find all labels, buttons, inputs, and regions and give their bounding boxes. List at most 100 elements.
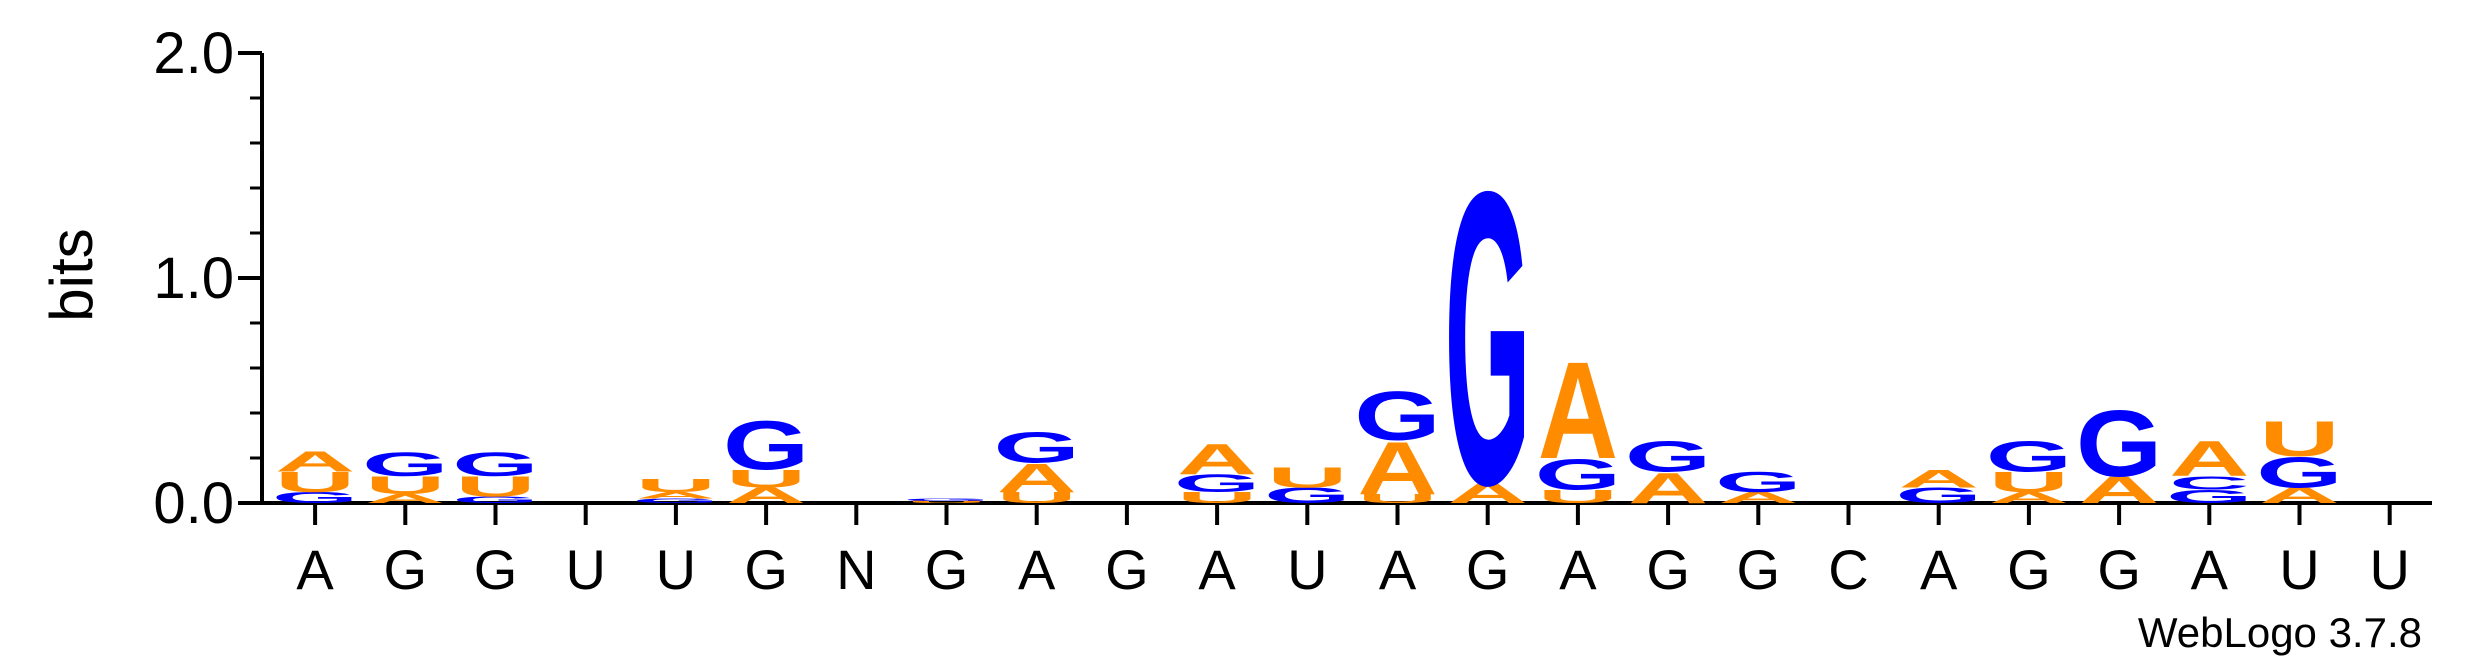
logo-letter-A: A [275, 446, 355, 477]
x-tick-label: A [296, 538, 334, 601]
logo-letter-A: A [1899, 465, 1979, 493]
x-tick-label: A [1920, 538, 1958, 601]
x-tick-label: U [1287, 538, 1327, 601]
x-tick-label: G [384, 538, 428, 601]
logo-letter-glyph: G [452, 445, 538, 483]
logo-letter-G: G [1986, 432, 2072, 481]
logo-letter-G: G [1354, 377, 1440, 455]
logo-letter-G: G [633, 497, 719, 504]
logo-letter-U: U [1989, 467, 2069, 498]
logo-letter-G: G [272, 489, 358, 507]
logo-letter-glyph: G [1715, 467, 1801, 498]
logo-letter-C: C [2169, 472, 2249, 493]
logo-letter-glyph: U [726, 465, 806, 493]
logo-letter-G: G [903, 498, 989, 502]
logo-letter-glyph: A [2259, 483, 2339, 508]
logo-letter-A: A [1628, 463, 1708, 512]
logo-letter-G: G [723, 406, 809, 484]
logo-letter-U: U [1357, 492, 1437, 506]
logo-letter-U: U [1538, 486, 1618, 507]
logo-letter-G: G [1444, 104, 1530, 571]
logo-letter-glyph: G [1354, 377, 1440, 455]
logo-letter-glyph: U [1357, 492, 1437, 506]
logo-letter-glyph: G [1174, 469, 1260, 497]
logo-letter-G: G [452, 445, 538, 483]
logo-letter-glyph: G [1444, 104, 1530, 571]
logo-letter-A: A [1718, 489, 1798, 507]
logo-letter-G: G [1715, 467, 1801, 498]
logo-letter-glyph: G [2076, 391, 2162, 496]
logo-letter-glyph: A [1357, 426, 1437, 510]
logo-letter-A: A [2079, 469, 2159, 511]
y-axis-label: bits [38, 228, 105, 321]
logo-letter-glyph: A [726, 483, 806, 508]
logo-letter-A: A [1357, 426, 1437, 510]
y-tick-label: 0.0 [153, 471, 234, 536]
x-tick-label: A [1198, 538, 1236, 601]
x-tick-label: G [474, 538, 518, 601]
logo-letter-glyph: A [1538, 332, 1618, 487]
x-tick-label: G [1737, 538, 1781, 601]
logo-letter-A: A [1989, 489, 2069, 507]
logo-letter-glyph: C [2169, 472, 2249, 493]
logo-letter-glyph: A [365, 492, 445, 506]
logo-letter-glyph: A [1628, 463, 1708, 512]
logo-letter-glyph: U [455, 471, 535, 502]
x-tick-label: G [2097, 538, 2141, 601]
logo-letter-glyph: A [2079, 469, 2159, 511]
logo-letter-glyph: A [1448, 478, 1528, 509]
logo-letter-U: U [906, 500, 986, 504]
logo-letter-G: G [993, 423, 1079, 472]
logo-letter-glyph: A [636, 490, 716, 501]
logo-letter-glyph: G [362, 445, 448, 483]
logo-letter-G: G [2076, 391, 2162, 496]
logo-letter-glyph: G [1895, 483, 1981, 508]
logo-letter-glyph: A [2169, 431, 2249, 487]
logo-letter-U: U [997, 489, 1077, 507]
logo-letter-A: A [1177, 434, 1257, 483]
logo-letter-glyph: G [993, 423, 1079, 472]
logo-letter-glyph: U [365, 472, 445, 500]
logo-letter-U: U [365, 472, 445, 500]
x-tick-label: G [1466, 538, 1510, 601]
x-tick-label: A [2191, 538, 2229, 601]
logo-letter-glyph: A [1718, 489, 1798, 507]
logo-letter-glyph: U [275, 467, 355, 498]
x-tick-label: U [2369, 538, 2409, 601]
logo-letter-glyph: U [2259, 411, 2339, 467]
x-tick-label: A [1018, 538, 1056, 601]
x-tick-label: A [1379, 538, 1417, 601]
logo-letter-G: G [2256, 448, 2342, 497]
logo-letter-A: A [1538, 332, 1618, 487]
logo-letter-glyph: U [636, 475, 716, 496]
x-tick-label: G [1105, 538, 1149, 601]
x-tick-label: G [1646, 538, 1690, 601]
logo-letter-G: G [452, 495, 538, 506]
x-tick-label: U [2279, 538, 2319, 601]
logo-letter-glyph: G [1264, 483, 1350, 508]
logo-letter-glyph: U [1267, 462, 1347, 493]
x-tick-label: U [656, 538, 696, 601]
logo-letter-glyph: G [723, 406, 809, 484]
logo-letter-glyph: A [275, 446, 355, 477]
logo-letter-glyph: U [1538, 486, 1618, 507]
logo-letter-U: U [726, 465, 806, 493]
logo-letter-glyph: G [452, 495, 538, 506]
logo-letter-glyph: U [906, 500, 986, 504]
x-tick-label: G [2007, 538, 2051, 601]
logo-letter-glyph: G [2166, 486, 2252, 507]
y-axis: 0.0 1.0 2.0 [153, 21, 264, 536]
logo-letter-glyph: G [1625, 432, 1711, 481]
x-tick-label: U [565, 538, 605, 601]
logo-letter-A: A [365, 492, 445, 506]
logo-letter-A: A [2259, 483, 2339, 508]
logo-letter-glyph: G [2256, 448, 2342, 497]
logo-letter-G: G [1625, 432, 1711, 481]
logo-letter-glyph: G [272, 489, 358, 507]
logo-letter-G: G [1895, 483, 1981, 508]
logo-letter-U: U [455, 471, 535, 502]
logo-letter-A: A [2169, 431, 2249, 487]
